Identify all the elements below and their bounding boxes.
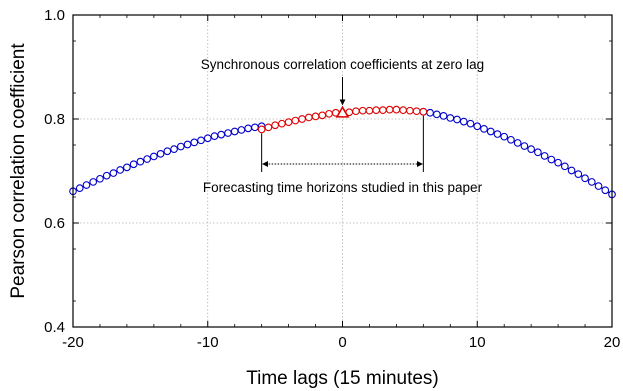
data-point-blue [251,123,259,132]
data-point-blue [136,157,145,166]
data-point-blue [446,114,455,122]
x-tick-label: 0 [338,334,346,351]
data-point-red [325,109,333,118]
data-point-red [291,116,300,125]
data-point-blue [547,155,556,164]
data-point-red [318,111,327,120]
y-tick-label: 0.6 [44,215,65,232]
data-point-red [365,106,374,115]
data-point-red [311,112,320,121]
data-point-blue [176,142,185,151]
data-point-triangle [335,105,350,118]
x-tick-label: -20 [62,334,84,351]
data-point-blue [567,166,576,175]
data-point-red [392,105,401,114]
data-point-blue [143,155,151,163]
y-axis-label: Pearson correlation coefficient [8,43,29,299]
data-point-blue [102,171,111,180]
data-point-blue [574,170,583,178]
data-point-blue [473,122,482,131]
data-point-blue [466,119,475,128]
data-point-blue [109,169,118,177]
data-point-blue [554,158,562,167]
data-point-red [372,106,381,115]
data-point-red [304,113,313,122]
data-point-blue [96,174,104,183]
data-point-blue [520,142,529,150]
y-tick-label: 1.0 [44,7,65,24]
data-point-blue [183,140,192,149]
data-point-blue [123,163,131,172]
x-tick-label: 20 [604,334,621,351]
tick-labels: -20 -10 0 10 20 0.4 0.6 0.8 1.0 [44,7,620,351]
data-point-blue [527,145,536,154]
data-point-blue [203,134,212,143]
data-point-blue [156,149,165,158]
annotation-zero-lag-text: Synchronous correlation coefficients at … [201,57,484,72]
data-point-blue [459,117,468,126]
data-point-blue [163,147,172,156]
data-point-blue [480,125,488,133]
data-point-blue [426,108,434,117]
data-point-blue [534,148,542,157]
data-point-red [412,107,421,116]
data-point-blue [560,162,569,171]
data-point-red [257,125,266,134]
data-point-blue [486,127,495,136]
x-axis-label: Time lags (15 minutes) [246,368,439,389]
data-point-blue [190,138,199,147]
plot-frame [72,14,613,328]
data-point-blue [453,115,461,124]
data-point-blue [439,112,448,120]
data-point-red [284,118,293,126]
data-point-blue [170,145,178,154]
data-point-red [264,123,273,132]
data-point-red [278,119,286,128]
data-point-blue [594,182,603,190]
data-point-blue [500,132,509,141]
data-point-blue [82,181,91,189]
data-point-blue [150,152,158,161]
data-point-blue [89,178,98,186]
data-point-blue [197,136,205,145]
data-point-blue [587,178,596,186]
data-point-blue [237,126,246,134]
data-points [69,105,616,199]
data-point-red [358,106,367,115]
data-point-blue [581,174,589,183]
data-point-blue [601,186,610,195]
grid-lines [73,15,612,327]
data-point-blue [224,129,232,137]
data-point-red [419,107,428,116]
x-tick-label: 10 [469,334,486,351]
data-point-blue [230,127,239,136]
data-point-blue [75,184,84,193]
data-point-blue [507,135,515,144]
data-point-blue [513,139,522,147]
data-point-red [271,121,279,130]
data-point-red [298,115,306,123]
y-tick-label: 0.8 [44,111,65,128]
data-point-blue [432,110,441,119]
y-tick-label: 0.4 [44,319,65,336]
data-point-blue [116,166,125,174]
data-point-red [399,106,407,115]
data-point-blue [244,124,253,133]
data-point-red [379,106,387,115]
data-point-red [385,105,394,114]
annotations [261,77,424,172]
data-point-blue [129,160,138,169]
x-tick-label: -10 [197,334,219,351]
annotation-horizon-text: Forecasting time horizons studied in thi… [203,180,483,195]
data-point-blue [210,132,219,141]
data-point-blue [540,152,549,160]
data-point-red [352,107,360,116]
data-point-blue [493,130,502,138]
data-point-red [406,106,414,115]
data-point-blue [217,130,226,139]
